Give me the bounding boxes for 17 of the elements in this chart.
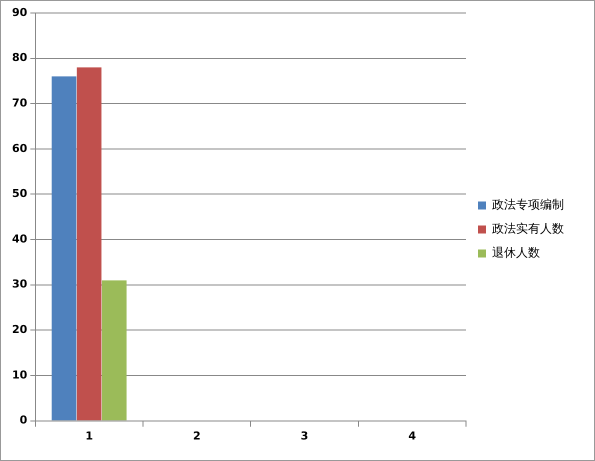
legend-label: 退休人数 <box>492 246 540 260</box>
x-tick-label: 2 <box>192 429 201 442</box>
x-tick-label: 1 <box>85 429 93 442</box>
y-tick-label: 20 <box>12 323 28 336</box>
y-tick-label: 90 <box>12 6 28 19</box>
y-tick-label: 10 <box>12 368 28 382</box>
y-tick-label: 30 <box>12 278 28 291</box>
y-tick-label: 0 <box>20 414 28 427</box>
x-tick-label: 3 <box>300 429 308 442</box>
y-tick-label: 60 <box>12 142 28 155</box>
x-tick-label: 4 <box>408 429 416 442</box>
legend-label: 政法实有人数 <box>492 222 564 236</box>
legend-label: 政法专项编制 <box>492 198 564 212</box>
y-tick-label: 70 <box>12 96 28 110</box>
y-tick-label: 80 <box>12 51 28 64</box>
y-tick-label: 40 <box>12 232 28 246</box>
y-tick-label: 50 <box>12 187 28 200</box>
